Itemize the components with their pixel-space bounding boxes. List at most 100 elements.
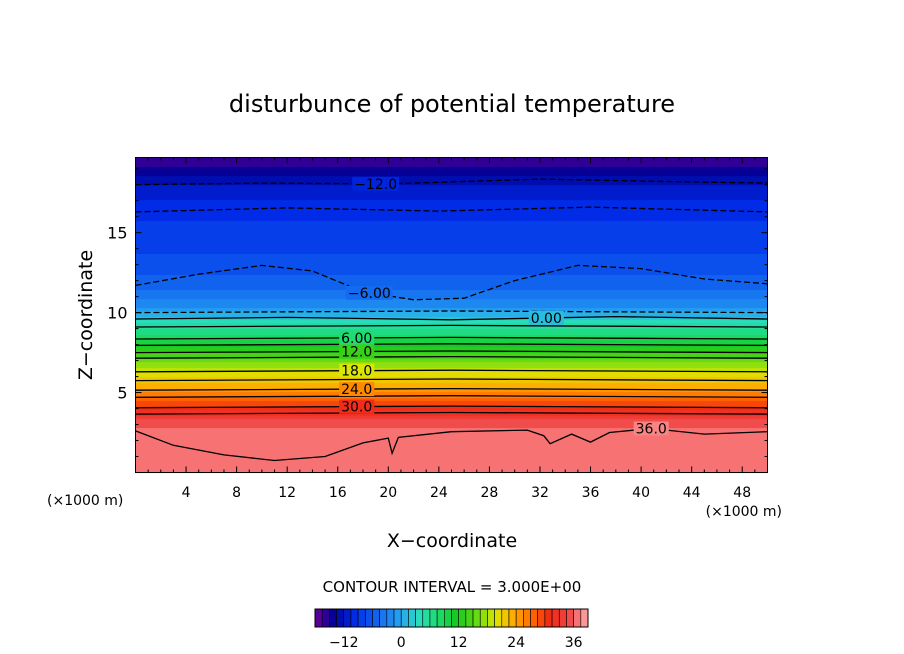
field-band [135,289,768,294]
field-band [135,286,768,291]
colorbar-swatch [465,608,474,628]
field-band [135,187,768,192]
colorbar: −12 0 12 24 36 [314,608,589,651]
colorbar-swatch [523,608,531,628]
contour-line [135,350,768,354]
contour-label: 24.0 [341,382,372,398]
colorbar-swatch [436,608,445,628]
field-band [135,226,768,231]
field-band [135,298,768,303]
contour-line [135,264,768,301]
colorbar-swatch [501,608,510,628]
field-band [135,295,768,300]
contour-label: 18.0 [341,364,372,380]
field-band [135,415,768,420]
field-band [135,193,768,198]
colorbar-swatch [336,608,345,628]
field-band [135,172,768,177]
colorbar-swatch [386,608,395,628]
x-tick-label: 8 [232,485,241,501]
field-band [135,451,768,456]
contour-label: 12.0 [341,344,372,360]
colorbar-swatch [444,608,452,628]
contour-label-bg [528,310,564,325]
x-tick-label: 36 [582,485,600,501]
colorbar-swatch [429,608,438,628]
field-band [135,211,768,216]
colorbar-tick-label: 24 [507,635,525,651]
field-band [135,238,768,243]
field-band [135,391,768,396]
field-band [135,442,768,447]
contour-line [135,336,768,340]
field-band [135,259,768,264]
colorbar-swatch [479,608,488,628]
x-tick-label: 16 [329,485,347,501]
colorbar-swatch [451,608,459,628]
field-band [135,283,768,288]
colorbar-swatch [422,608,431,628]
x-unit-left: (×1000 m) [47,493,123,509]
colorbar-swatch [321,608,330,628]
colorbar-swatch [494,608,503,628]
x-tick-label: 20 [379,485,397,501]
field-band [135,310,768,315]
field-band [135,166,768,171]
y-axis-label: Z−coordinate [75,250,97,380]
field-band [135,424,768,429]
colorbar-tick-label: −12 [329,635,359,651]
field-band [135,250,768,255]
colorbar-swatch [400,608,409,628]
x-tick-label: 24 [430,485,448,501]
colorbar-swatch [551,608,560,628]
contour-line [135,355,768,359]
colorbar-swatch [566,608,574,628]
colorbar-swatch [314,608,323,628]
contour-label: 30.0 [341,400,372,416]
colorbar-frame [314,608,589,628]
field-band [135,328,768,333]
field-band [135,439,768,444]
field-band [135,274,768,279]
field-band [135,232,768,237]
field-band [135,268,768,273]
contour-label-bg [339,382,375,397]
colorbar-swatch [408,608,416,628]
colorbar-swatch [364,608,373,628]
contour-label: 36.0 [636,422,667,438]
x-unit-right: (×1000 m) [706,504,782,520]
field-band [135,292,768,297]
field-band [135,244,768,249]
field-band [135,406,768,411]
field-band [135,223,768,228]
field-band [135,319,768,324]
contour-label: 6.00 [341,331,372,347]
field-band [135,214,768,219]
field-band [135,160,768,165]
field-band [135,202,768,207]
contour-line [135,378,768,382]
field-band [135,205,768,210]
contour-line [135,343,768,347]
field-band [135,454,768,459]
x-tick-label: 48 [733,485,751,501]
field-band [135,184,768,189]
field-band [135,325,768,330]
contour-line [135,178,768,186]
field-band [135,217,768,222]
contour-label-bg [339,363,375,378]
colorbar-swatch [544,608,553,628]
field-band [135,445,768,450]
x-tick-label: 28 [481,485,499,501]
field-band [135,466,768,471]
contour-label: −6.00 [348,286,391,302]
colorbar-swatch [487,608,495,628]
field-band [135,178,768,183]
colorbar-swatch [508,608,517,628]
contour-interval-text: CONTOUR INTERVAL = 3.000E+00 [323,578,582,596]
field-band [135,277,768,282]
contour-line [135,411,768,415]
field-band [135,355,768,360]
